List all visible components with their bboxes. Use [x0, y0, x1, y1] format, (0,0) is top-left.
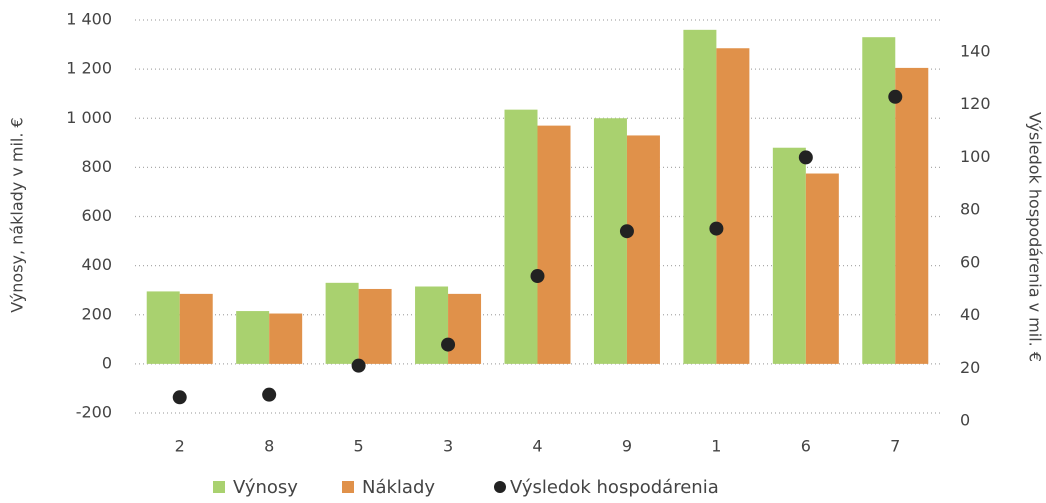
x-tick-label: 7: [890, 437, 900, 456]
x-tick-label: 1: [711, 437, 721, 456]
bar: [772, 147, 806, 364]
result-dot: [530, 269, 545, 284]
legend-label: Výsledok hospodárenia: [510, 477, 719, 498]
y2-tick-label: 0: [960, 411, 970, 430]
x-tick-label: 8: [264, 437, 274, 456]
result-dot: [709, 221, 724, 236]
bar: [179, 293, 213, 364]
result-dot: [262, 387, 277, 402]
result-dot: [441, 337, 456, 352]
y2-tick-label: 20: [960, 358, 980, 377]
y2-axis-label: Výsledok hospodárenia v mil. €: [1026, 112, 1045, 362]
result-dot: [798, 150, 813, 165]
y-tick-label: 200: [81, 304, 112, 323]
y2-tick-label: 80: [960, 200, 980, 219]
y2-tick-label: 60: [960, 252, 980, 271]
y-axis-label: Výnosy, náklady v mil. €: [8, 117, 27, 312]
x-tick-label: 9: [622, 437, 632, 456]
y-tick-label: 1 000: [66, 108, 112, 127]
bar: [716, 48, 750, 364]
y-tick-label: 600: [81, 206, 112, 225]
x-tick-label: 3: [443, 437, 453, 456]
legend-marker: [342, 481, 354, 493]
x-tick-label: 4: [532, 437, 542, 456]
y2-tick-label: 140: [960, 42, 991, 61]
bar: [269, 313, 303, 364]
result-dot: [619, 224, 634, 239]
y-tick-label: 1 400: [66, 10, 112, 29]
y2-tick-label: 100: [960, 147, 991, 166]
bar: [862, 37, 896, 364]
legend-marker: [213, 481, 225, 493]
result-dot: [351, 358, 366, 373]
bar: [593, 118, 627, 364]
y2-tick-label: 120: [960, 94, 991, 113]
x-tick-label: 6: [801, 437, 811, 456]
legend-marker: [494, 481, 506, 493]
bar: [146, 291, 180, 364]
bar: [537, 125, 571, 364]
result-dot: [172, 390, 187, 405]
bar: [504, 109, 538, 364]
bar: [236, 311, 270, 364]
bar: [358, 288, 392, 364]
bar: [325, 282, 359, 364]
y-tick-label: 1 200: [66, 59, 112, 78]
y-tick-label: 800: [81, 157, 112, 176]
y2-tick-label: 40: [960, 305, 980, 324]
x-tick-label: 5: [354, 437, 364, 456]
bar: [448, 293, 482, 364]
bar: [805, 173, 839, 364]
y-tick-label: -200: [76, 403, 112, 422]
y-tick-label: 400: [81, 255, 112, 274]
legend-label: Náklady: [362, 477, 435, 498]
bar: [895, 67, 929, 364]
x-tick-label: 2: [175, 437, 185, 456]
bar: [626, 135, 660, 364]
result-dot: [888, 89, 903, 104]
bar: [415, 286, 449, 364]
y-tick-label: 0: [102, 353, 112, 372]
bar: [683, 29, 717, 364]
legend-label: Výnosy: [233, 477, 298, 498]
